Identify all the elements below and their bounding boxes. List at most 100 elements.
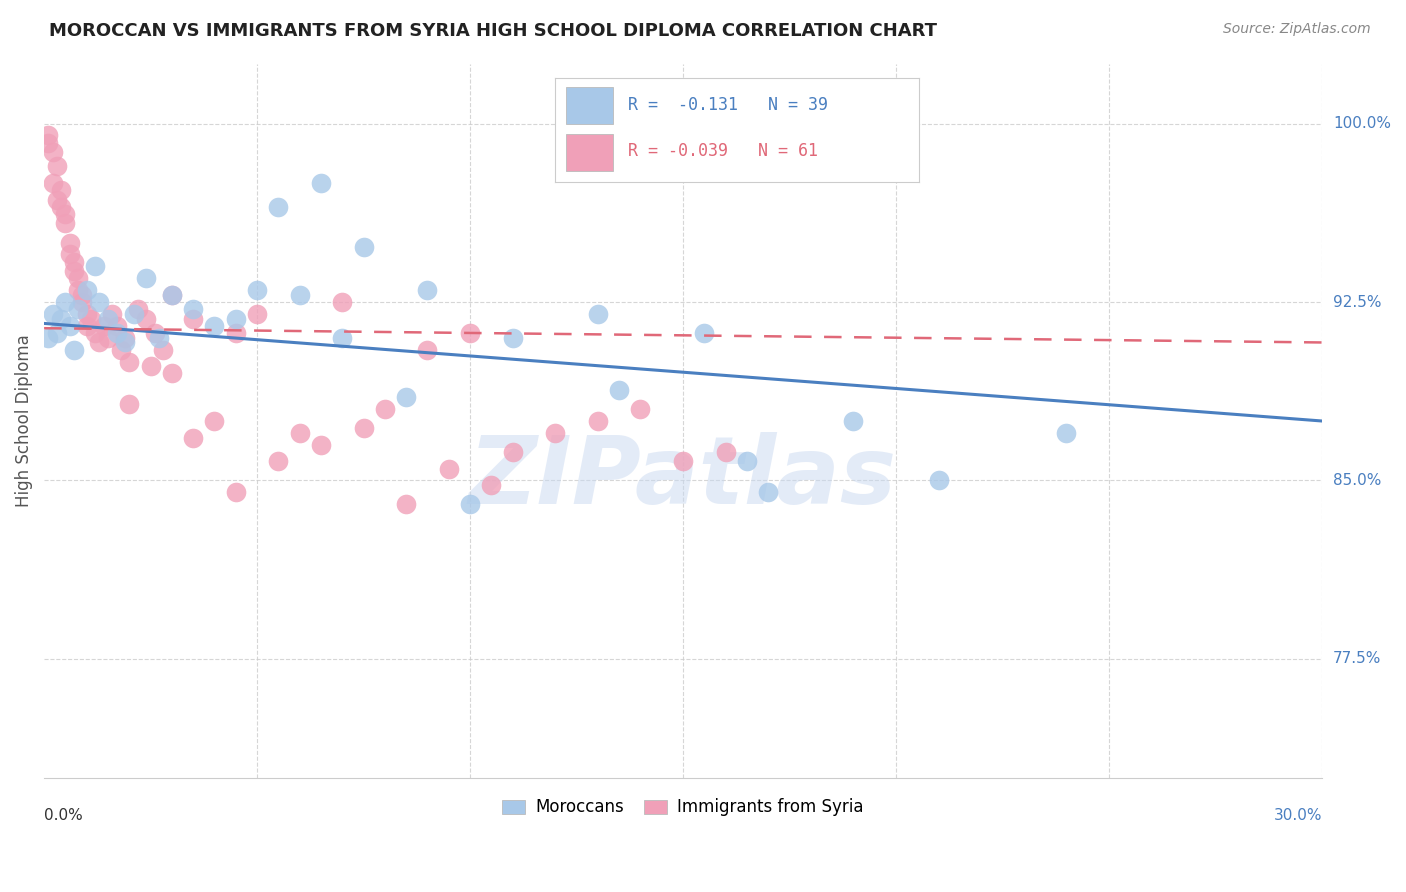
Point [49, 183, 72, 197]
Point [63, 264, 86, 278]
Point [181, 302, 204, 317]
Point [416, 343, 439, 357]
Point [458, 497, 481, 511]
Text: MOROCCAN VS IMMIGRANTS FROM SYRIA HIGH SCHOOL DIPLOMA CORRELATION CHART: MOROCCAN VS IMMIGRANTS FROM SYRIA HIGH S… [49, 22, 938, 40]
Point [118, 397, 141, 411]
Point [416, 283, 439, 297]
Point [55, 217, 77, 231]
Point [97, 311, 120, 326]
Point [288, 425, 311, 440]
Point [160, 288, 183, 302]
Point [353, 240, 375, 254]
Point [84, 260, 107, 274]
Point [101, 307, 124, 321]
Point [479, 478, 502, 492]
Point [49, 200, 72, 214]
Point [842, 414, 865, 428]
Y-axis label: High School Diploma: High School Diploma [15, 334, 32, 508]
Point [586, 307, 609, 321]
Point [735, 454, 758, 468]
Point [225, 485, 247, 500]
Point [160, 288, 183, 302]
Point [353, 421, 375, 435]
Point [152, 343, 174, 357]
Text: 77.5%: 77.5% [1333, 651, 1381, 666]
Point [67, 283, 90, 297]
Point [693, 326, 716, 340]
Text: 30.0%: 30.0% [1274, 808, 1322, 823]
Point [37, 331, 59, 345]
Point [1054, 425, 1077, 440]
Point [544, 425, 567, 440]
Point [118, 354, 141, 368]
Point [395, 497, 418, 511]
Point [135, 271, 157, 285]
Point [502, 331, 524, 345]
Point [135, 311, 157, 326]
Point [59, 235, 82, 250]
Point [309, 176, 332, 190]
Point [37, 136, 59, 150]
Point [49, 311, 72, 326]
Point [97, 331, 120, 345]
Point [89, 295, 111, 310]
Point [160, 367, 183, 381]
Point [110, 343, 132, 357]
Point [374, 402, 396, 417]
Text: 85.0%: 85.0% [1333, 473, 1381, 488]
Point [72, 295, 94, 310]
Point [181, 431, 204, 445]
Point [93, 318, 115, 333]
Point [756, 485, 779, 500]
Point [55, 207, 77, 221]
Text: 0.0%: 0.0% [44, 808, 83, 823]
Point [246, 283, 269, 297]
Point [672, 454, 695, 468]
Point [67, 302, 90, 317]
Point [45, 326, 67, 340]
Point [204, 318, 226, 333]
Point [59, 247, 82, 261]
Point [59, 318, 82, 333]
Text: 100.0%: 100.0% [1333, 116, 1391, 131]
Point [148, 331, 170, 345]
Point [37, 128, 59, 143]
Point [458, 326, 481, 340]
Point [41, 176, 63, 190]
Point [41, 145, 63, 160]
Point [76, 283, 98, 297]
Point [41, 307, 63, 321]
Point [246, 307, 269, 321]
Text: ZIPatlas: ZIPatlas [470, 432, 897, 524]
Point [628, 402, 651, 417]
Point [225, 326, 247, 340]
Point [330, 331, 353, 345]
Point [502, 445, 524, 459]
Point [63, 254, 86, 268]
Point [114, 331, 136, 345]
Point [309, 438, 332, 452]
Point [437, 461, 460, 475]
Point [80, 311, 103, 326]
Point [72, 288, 94, 302]
Point [267, 454, 290, 468]
Point [76, 307, 98, 321]
Point [330, 295, 353, 310]
Point [395, 390, 418, 404]
Point [586, 414, 609, 428]
Point [63, 343, 86, 357]
Point [114, 335, 136, 350]
Point [143, 326, 166, 340]
Point [122, 307, 145, 321]
Point [288, 288, 311, 302]
Point [45, 193, 67, 207]
Point [67, 271, 90, 285]
Point [139, 359, 162, 374]
Point [45, 160, 67, 174]
Point [267, 200, 290, 214]
Point [607, 383, 630, 397]
Point [55, 295, 77, 310]
Point [127, 302, 149, 317]
Point [105, 326, 128, 340]
Text: 92.5%: 92.5% [1333, 294, 1382, 310]
